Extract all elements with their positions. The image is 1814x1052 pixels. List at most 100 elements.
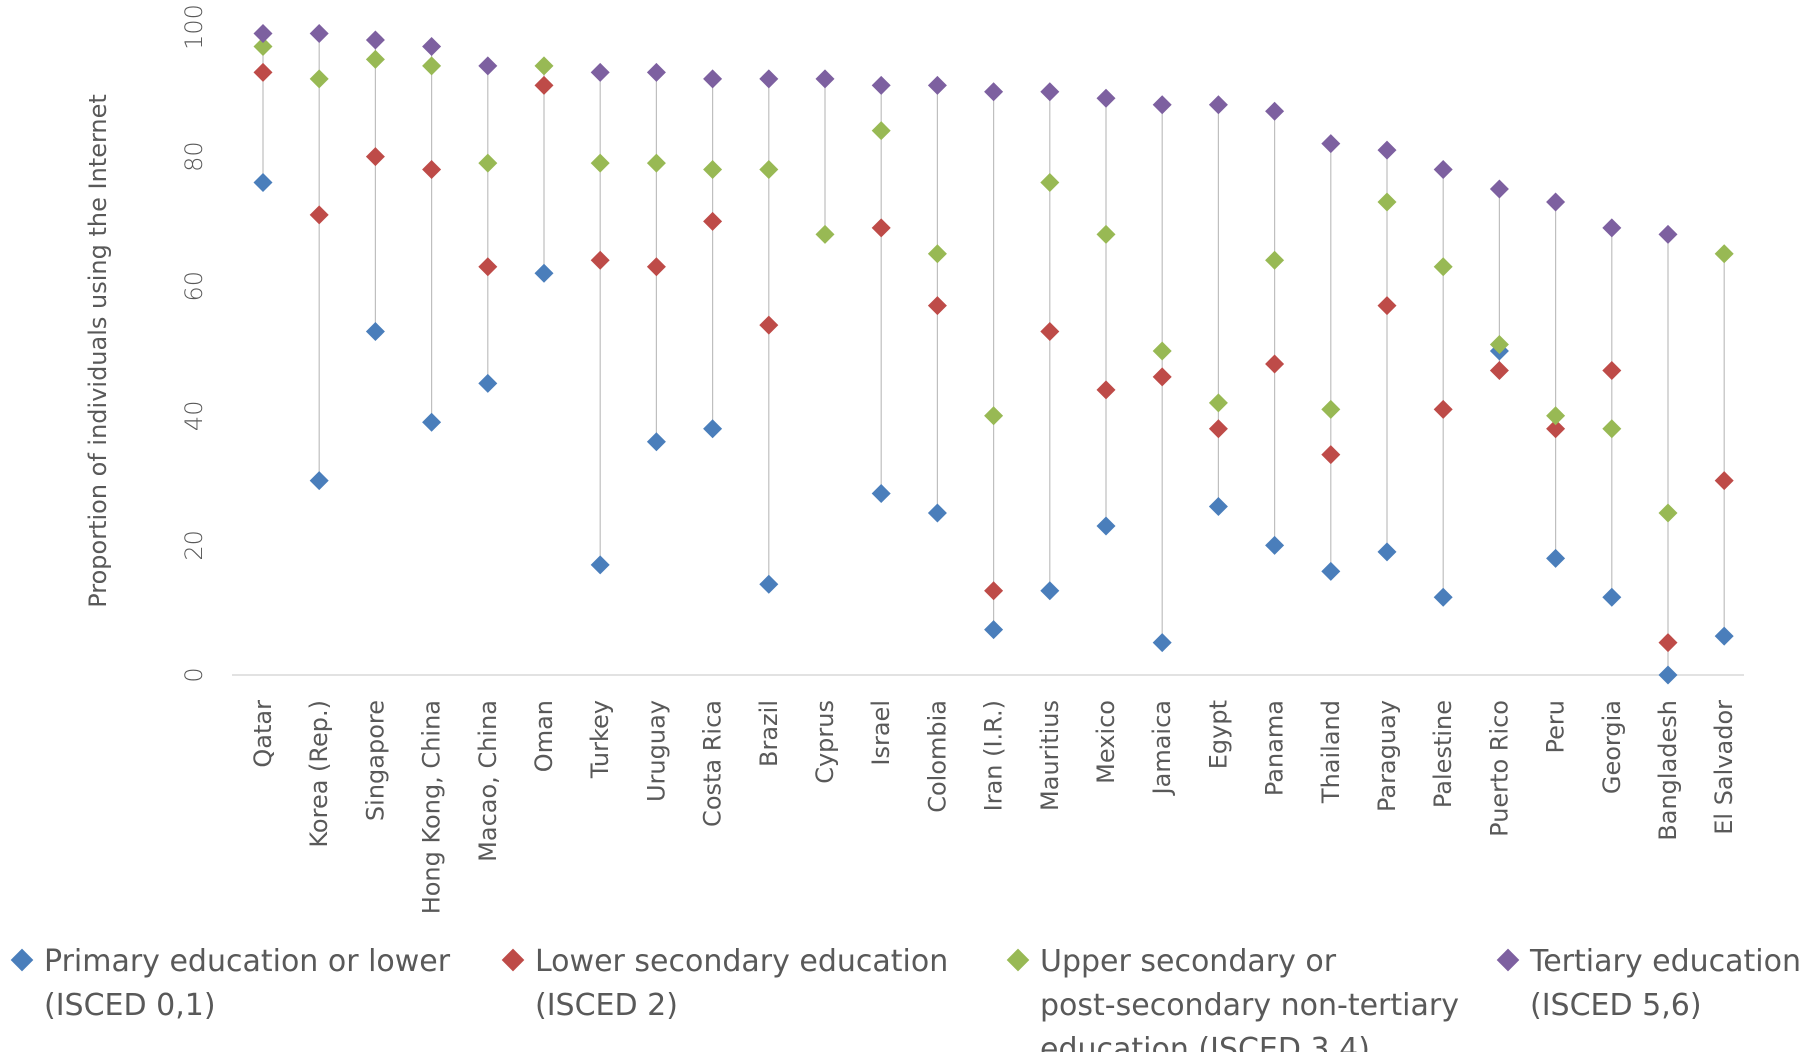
data-point-series-3 — [1208, 393, 1228, 413]
category-label: Korea (Rep.) — [305, 700, 333, 848]
data-point-series-4 — [927, 75, 947, 95]
data-point-series-3 — [1489, 335, 1509, 355]
data-point-series-3 — [1321, 399, 1341, 419]
data-point-series-3 — [422, 56, 442, 76]
legend-marker-icon — [501, 948, 525, 972]
data-point-series-4 — [1152, 95, 1172, 115]
data-point-series-1 — [1546, 548, 1566, 568]
legend-label: Lower secondary education (ISCED 2) — [535, 944, 949, 1023]
category-label: Hong Kong, China — [418, 700, 446, 914]
data-point-series-4 — [422, 36, 442, 56]
data-point-series-3 — [1096, 224, 1116, 244]
data-point-series-4 — [1096, 88, 1116, 108]
category-label: Qatar — [249, 700, 277, 768]
data-point-series-2 — [478, 257, 498, 277]
category-label: Colombia — [923, 700, 951, 813]
data-point-series-1 — [1096, 516, 1116, 536]
category-label: El Salvador — [1710, 700, 1738, 835]
y-tick-label: 40 — [180, 401, 208, 432]
data-point-series-4 — [1377, 140, 1397, 160]
data-point-series-1 — [309, 471, 329, 491]
y-axis-title: Proportion of individuals using the Inte… — [84, 94, 112, 608]
data-point-series-2 — [1152, 367, 1172, 387]
data-point-series-2 — [646, 257, 666, 277]
data-point-series-3 — [927, 244, 947, 264]
data-point-series-1 — [534, 263, 554, 283]
data-point-series-1 — [703, 419, 723, 439]
data-point-series-2 — [1265, 354, 1285, 374]
data-point-series-4 — [478, 56, 498, 76]
data-point-series-1 — [1658, 665, 1678, 685]
data-point-series-2 — [1096, 380, 1116, 400]
data-point-series-1 — [1377, 542, 1397, 562]
data-point-series-2 — [927, 296, 947, 316]
data-point-series-1 — [1714, 626, 1734, 646]
data-point-series-3 — [1265, 250, 1285, 270]
data-point-series-3 — [1546, 406, 1566, 426]
data-point-series-2 — [253, 62, 273, 82]
data-point-series-3 — [365, 49, 385, 69]
data-point-series-4 — [815, 69, 835, 89]
data-point-series-2 — [1489, 360, 1509, 380]
legend-item: Primary education or lower (ISCED 0,1) — [10, 940, 451, 1028]
data-point-series-3 — [759, 160, 779, 180]
data-point-series-3 — [703, 160, 723, 180]
data-point-series-3 — [309, 69, 329, 89]
data-point-series-4 — [1546, 192, 1566, 212]
category-label: Jamaica — [1148, 700, 1176, 796]
data-point-series-1 — [590, 555, 610, 575]
category-label: Brazil — [755, 700, 783, 767]
legend-item: Lower secondary education (ISCED 2) — [501, 940, 949, 1028]
legend-marker-icon — [1006, 948, 1030, 972]
legend-label: Primary education or lower (ISCED 0,1) — [44, 944, 451, 1023]
legend: Primary education or lower (ISCED 0,1) Lo… — [0, 940, 1814, 1052]
legend-label: Tertiary education (ISCED 5,6) — [1530, 944, 1801, 1023]
y-tick-label: 80 — [180, 141, 208, 172]
category-label: Uruguay — [642, 700, 670, 802]
data-point-series-2 — [1546, 419, 1566, 439]
data-point-series-4 — [1321, 134, 1341, 154]
data-point-series-4 — [1433, 160, 1453, 180]
category-label: Georgia — [1598, 700, 1626, 794]
data-point-series-1 — [1433, 587, 1453, 607]
data-point-series-2 — [984, 581, 1004, 601]
data-point-series-1 — [1602, 587, 1622, 607]
data-point-series-2 — [1208, 419, 1228, 439]
data-point-series-2 — [422, 160, 442, 180]
data-point-series-2 — [1433, 399, 1453, 419]
data-point-series-1 — [253, 173, 273, 193]
category-label: Singapore — [361, 700, 389, 821]
data-point-series-3 — [478, 153, 498, 173]
data-point-series-3 — [871, 121, 891, 141]
data-point-series-2 — [1040, 322, 1060, 342]
data-point-series-2 — [759, 315, 779, 335]
data-point-series-3 — [984, 406, 1004, 426]
data-point-series-1 — [1321, 561, 1341, 581]
data-point-series-2 — [871, 218, 891, 238]
data-point-series-2 — [534, 75, 554, 95]
data-point-series-1 — [422, 412, 442, 432]
data-point-series-3 — [590, 153, 610, 173]
data-point-series-1 — [759, 574, 779, 594]
legend-label: Upper secondary or post-secondary non-te… — [1040, 944, 1459, 1052]
category-label: Turkey — [586, 700, 614, 779]
data-point-series-3 — [1377, 192, 1397, 212]
data-point-series-4 — [1265, 101, 1285, 121]
data-point-series-1 — [646, 432, 666, 452]
category-label: Palestine — [1429, 700, 1457, 808]
data-point-series-3 — [1714, 244, 1734, 264]
category-label: Mexico — [1092, 700, 1120, 784]
data-point-series-2 — [365, 147, 385, 167]
category-label: Egypt — [1204, 700, 1232, 769]
data-point-series-2 — [590, 250, 610, 270]
y-tick-label: 100 — [180, 4, 208, 50]
data-point-series-1 — [871, 484, 891, 504]
data-point-series-2 — [309, 205, 329, 225]
legend-marker-icon — [10, 948, 34, 972]
data-point-series-1 — [1208, 497, 1228, 517]
data-point-series-3 — [534, 56, 554, 76]
data-point-series-4 — [646, 62, 666, 82]
legend-marker-icon — [1496, 948, 1520, 972]
data-point-series-3 — [815, 224, 835, 244]
data-point-series-4 — [703, 69, 723, 89]
